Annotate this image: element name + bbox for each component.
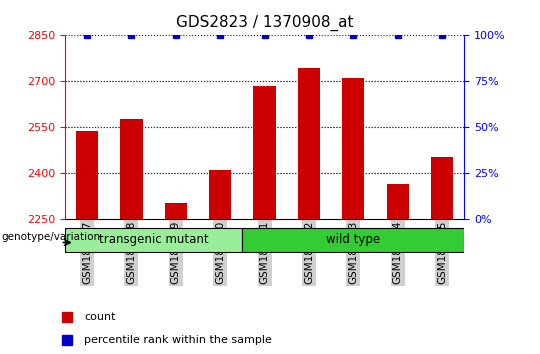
- Bar: [342, 78, 365, 219]
- Bar: [65, 228, 242, 252]
- Text: transgenic mutant: transgenic mutant: [99, 233, 208, 246]
- Bar: [387, 184, 409, 219]
- Bar: [431, 156, 453, 219]
- Bar: [120, 119, 143, 219]
- Bar: [298, 68, 320, 219]
- Bar: [76, 131, 98, 219]
- Text: genotype/variation: genotype/variation: [2, 232, 100, 242]
- Text: count: count: [84, 312, 116, 322]
- Title: GDS2823 / 1370908_at: GDS2823 / 1370908_at: [176, 15, 353, 31]
- Bar: [253, 86, 276, 219]
- Text: wild type: wild type: [326, 233, 381, 246]
- Text: percentile rank within the sample: percentile rank within the sample: [84, 335, 272, 346]
- Bar: [165, 202, 187, 219]
- Bar: [209, 170, 231, 219]
- Bar: [242, 228, 464, 252]
